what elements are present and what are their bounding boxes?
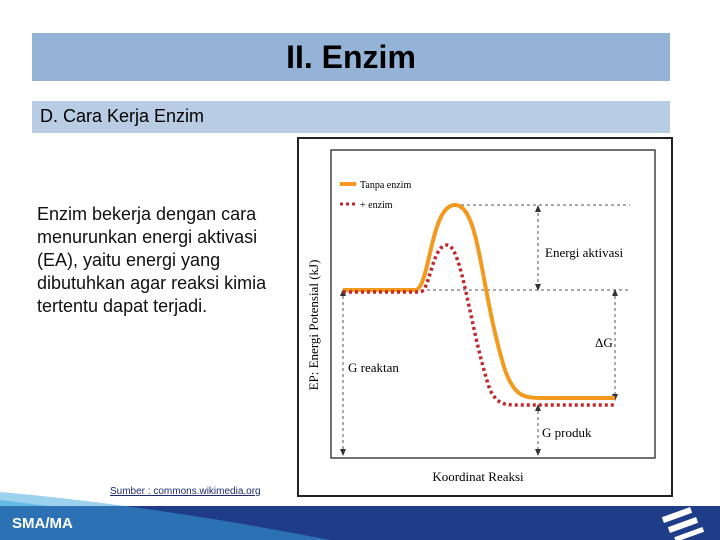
slide-title: II. Enzim bbox=[286, 39, 416, 75]
legend-label: Tanpa enzim bbox=[360, 180, 411, 191]
footer-label: SMA/MA bbox=[12, 515, 73, 532]
plot-frame bbox=[330, 149, 656, 459]
curve-without-enzyme bbox=[343, 202, 615, 400]
annotation: ΔG bbox=[595, 335, 613, 350]
legend-label: + enzim bbox=[360, 200, 393, 211]
annotation: G reaktan bbox=[348, 360, 399, 375]
curve-with-enzyme bbox=[343, 243, 615, 407]
source-link[interactable]: Sumber : commons.wikimedia.org bbox=[110, 486, 261, 497]
section-bar: D. Cara Kerja Enzim bbox=[32, 101, 670, 133]
guide-lines bbox=[342, 204, 630, 455]
annotation: Energi aktivasi bbox=[545, 245, 623, 260]
header-bar: II. Enzim bbox=[32, 33, 670, 81]
annotation: G produk bbox=[542, 425, 592, 440]
arrow-heads bbox=[340, 205, 618, 456]
footer-wave bbox=[0, 492, 330, 540]
section-title: D. Cara Kerja Enzim bbox=[40, 106, 205, 126]
body-text: Enzim bekerja dengan cara menurunkan ene… bbox=[37, 204, 267, 316]
footer-logo bbox=[661, 507, 705, 540]
x-axis-label: Koordinat Reaksi bbox=[432, 469, 524, 484]
y-axis-label: EP: Energi Potensial (kJ) bbox=[306, 260, 321, 391]
